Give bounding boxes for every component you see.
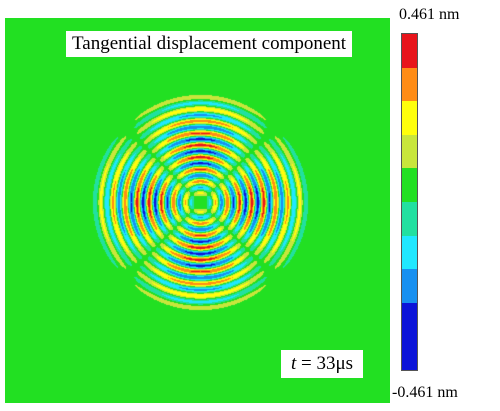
colorbar-segment [402,67,417,102]
time-symbol: t [291,353,297,374]
colorbar-min-label: -0.461 nm [392,384,458,401]
colorbar-segment [402,269,417,304]
colorbar-segment [402,202,417,237]
colorbar-segment [402,336,417,371]
heatmap-canvas [5,18,390,403]
time-value: = 33μs [296,353,354,374]
colorbar-segment [402,134,417,169]
colorbar [401,33,418,371]
colorbar-segment [402,302,417,337]
colorbar-max-label: 0.461 nm [399,6,460,23]
colorbar-segment [402,235,417,270]
chart-title: Tangential displacement component [66,31,353,57]
colorbar-segment [402,101,417,136]
displacement-field [5,18,390,403]
time-annotation: t = 33μs [281,350,364,378]
colorbar-segment [402,34,417,69]
colorbar-segment [402,168,417,203]
